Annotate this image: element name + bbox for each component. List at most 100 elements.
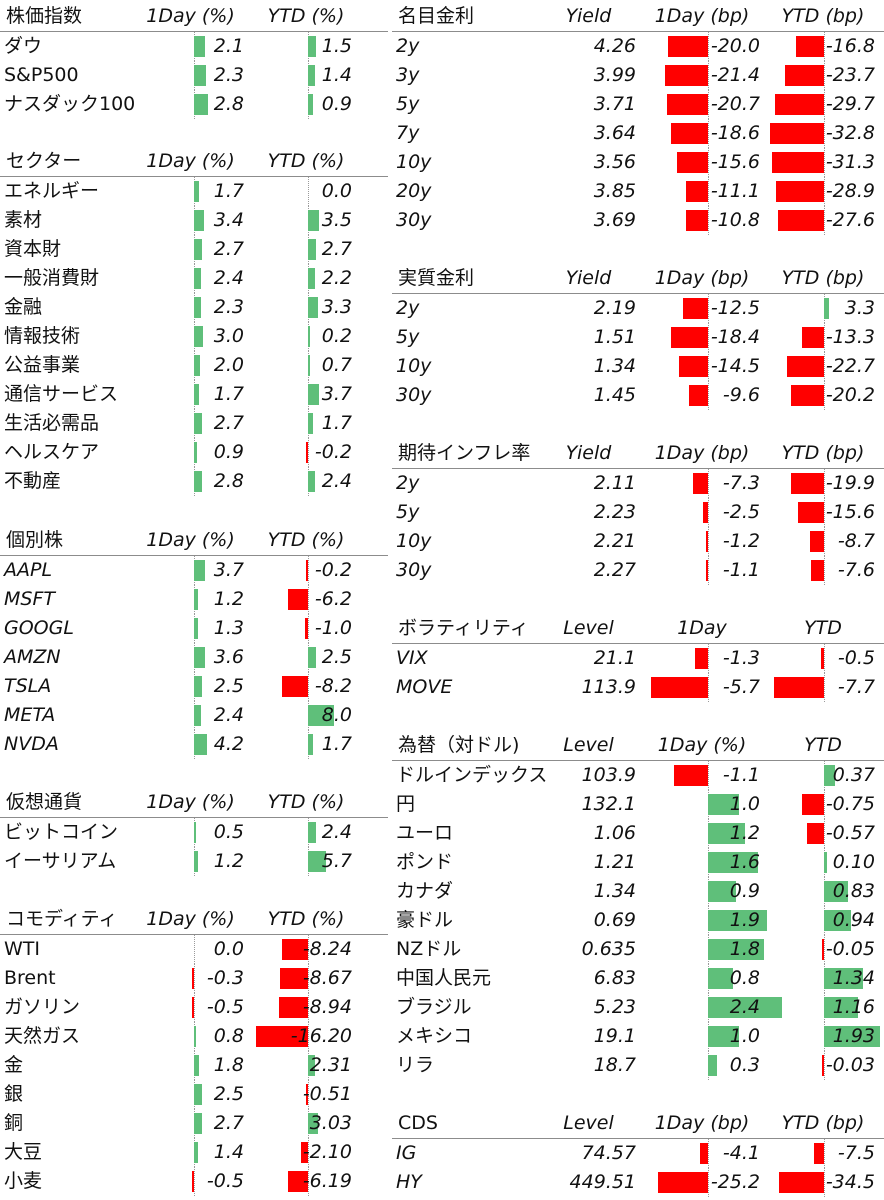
value-bar [688,385,708,406]
zero-axis [824,323,825,352]
cell-value: 0.69 [593,909,636,931]
value-bar [824,765,835,786]
zero-axis [824,381,825,410]
table-row: GOOGL 1.3 -1.0 [0,614,388,643]
value-bar [772,152,824,173]
row-label: 素材 [4,209,43,231]
section-right-4: 為替（対ドル) Level 1Day (%) YTD ドルインデックス 103.9 -1.1… [392,731,884,1080]
zero-axis [308,964,309,993]
cell-value: 2.23 [593,501,636,523]
zero-axis [194,964,195,993]
cell-value: 0.9 [729,880,760,902]
table-row: リラ 18.7 0.3 -0.03 [392,1051,884,1080]
row-label: ビットコイン [4,821,119,843]
value-bar [194,239,203,260]
row-label: 20y [396,180,432,202]
table-row: VIX 21.1 -1.3 -0.5 [392,644,884,673]
column-header: 1Day (%) [146,908,235,930]
value-bar [192,997,194,1018]
zero-axis [308,177,309,206]
value-bar [822,1055,824,1076]
value-bar [194,560,206,581]
section-title: コモディティ [6,908,118,930]
section-header: 株価指数 1Day (%) YTD (%) [0,2,388,32]
value-bar [666,94,708,115]
row-label: 不動産 [4,470,62,492]
row-label: 2y [396,35,420,57]
cell-value: 3.3 [844,297,875,319]
cell-value: 1.16 [832,996,875,1018]
zero-axis [708,1139,709,1168]
row-label: 30y [396,384,432,406]
table-row: 30y 1.45 -9.6 -20.2 [392,381,884,410]
value-bar [194,734,207,755]
cell-value: -0.75 [825,793,875,815]
zero-axis [708,177,709,206]
cell-value: 2.4 [213,267,244,289]
cell-value: -0.2 [314,441,352,463]
row-label: ポンド [396,851,454,873]
table-row: 金 1.8 2.31 [0,1051,388,1080]
value-bar [820,648,824,669]
table-row: IG 74.57 -4.1 -7.5 [392,1139,884,1168]
row-label: META [4,704,56,726]
zero-axis [824,556,825,585]
value-bar [769,123,824,144]
cell-value: 2.0 [213,354,244,376]
zero-axis [708,469,709,498]
column-header: 1Day (%) [146,5,235,27]
cell-value: 3.4 [213,209,244,231]
value-bar [308,239,317,260]
value-bar [308,851,327,872]
cell-value: 449.51 [569,1171,636,1193]
row-label: ブラジル [396,996,472,1018]
zero-axis [824,90,825,119]
zero-axis [194,935,195,964]
table-row: ユーロ 1.06 1.2 -0.57 [392,819,884,848]
cell-value: 1.51 [593,326,636,348]
row-label: 生活必需品 [4,412,100,434]
value-bar [306,1084,308,1105]
zero-axis [824,819,825,848]
row-label: HY [396,1171,422,1193]
cell-value: 0.83 [832,880,875,902]
section-header: 個別株 1Day (%) YTD (%) [0,526,388,556]
value-bar [705,531,708,552]
cell-value: -23.7 [825,64,875,86]
value-bar [279,997,308,1018]
cell-value: -15.6 [825,501,875,523]
row-label: リラ [396,1054,435,1076]
zero-axis [708,119,709,148]
cell-value: 1.4 [321,64,352,86]
section-header: 為替（対ドル) Level 1Day (%) YTD [392,731,884,761]
value-bar [194,676,202,697]
section-title: 株価指数 [6,5,83,27]
cell-value: 1.6 [729,851,760,873]
cell-value: 19.1 [593,1025,636,1047]
cell-value: 3.7 [321,383,352,405]
row-label: 10y [396,355,432,377]
value-bar [679,356,708,377]
value-bar [194,471,203,492]
value-bar [194,1026,197,1047]
zero-axis [708,90,709,119]
value-bar [784,65,824,86]
cell-value: 0.5 [213,821,244,843]
value-bar [194,355,200,376]
cell-value: 0.9 [321,93,352,115]
cell-value: 2.7 [321,238,352,260]
value-bar [308,268,315,289]
table-row: 大豆 1.4 -2.10 [0,1138,388,1167]
cell-value: -0.57 [825,822,875,844]
cell-value: 1.5 [321,35,352,57]
table-row: 情報技術 3.0 0.2 [0,322,388,351]
table-row: HY 449.51 -25.2 -34.5 [392,1168,884,1197]
section-right-0: 名目金利 Yield 1Day (bp) YTD (bp) 2y 4.26 -20.0 -16… [392,2,884,235]
table-row: 10y 1.34 -14.5 -22.7 [392,352,884,381]
value-bar [308,384,320,405]
cell-value: 132.1 [581,793,636,815]
table-row: 銀 2.5 -0.51 [0,1080,388,1109]
column-header: YTD (bp) [781,5,865,27]
row-label: ガソリン [4,996,81,1018]
cell-value: 1.34 [832,967,875,989]
